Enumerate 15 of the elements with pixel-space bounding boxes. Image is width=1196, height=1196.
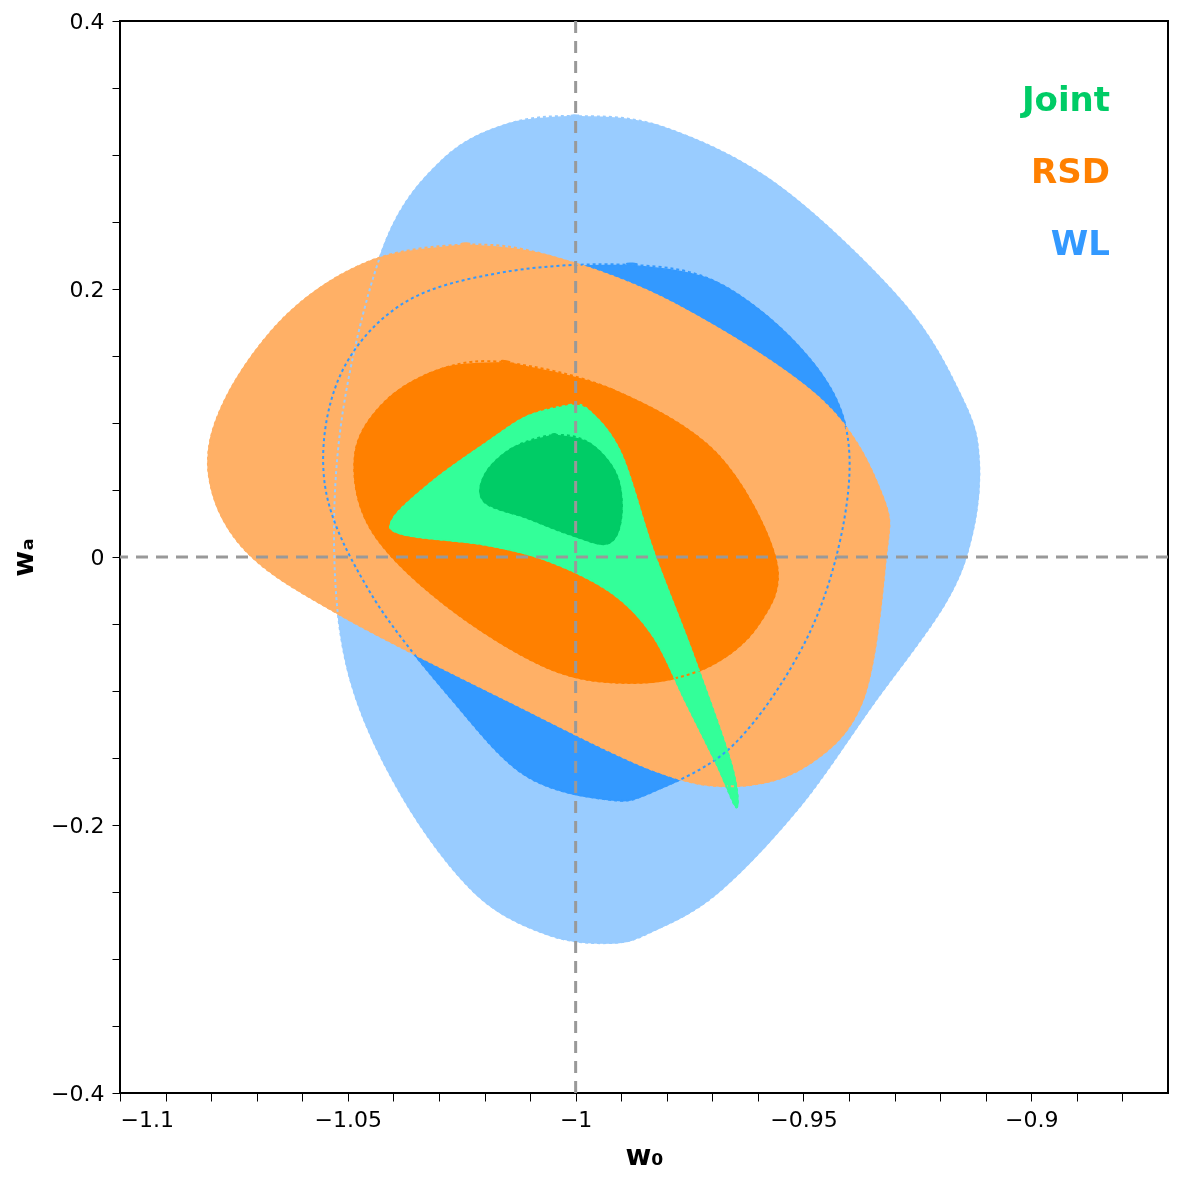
y-axis-title: wₐ <box>7 538 41 577</box>
x-tick-label: −0.95 <box>770 1106 838 1132</box>
y-tick-label: 0.2 <box>69 276 105 302</box>
x-axis-title: w₀ <box>625 1138 664 1172</box>
x-tick-label: −0.9 <box>1005 1106 1059 1132</box>
y-tick-label: −0.2 <box>51 812 105 838</box>
text: WL <box>1050 223 1110 263</box>
x-tick-label: −1.05 <box>314 1106 383 1132</box>
y-tick-label: 0 <box>90 544 105 570</box>
x-tick-label: −1.1 <box>120 1106 174 1132</box>
x-tick-label: −1 <box>559 1106 593 1132</box>
y-tick-label: −0.4 <box>51 1080 105 1106</box>
text: RSD <box>1031 151 1110 191</box>
text: Joint <box>1019 79 1110 119</box>
y-tick-label: 0.4 <box>69 8 105 34</box>
